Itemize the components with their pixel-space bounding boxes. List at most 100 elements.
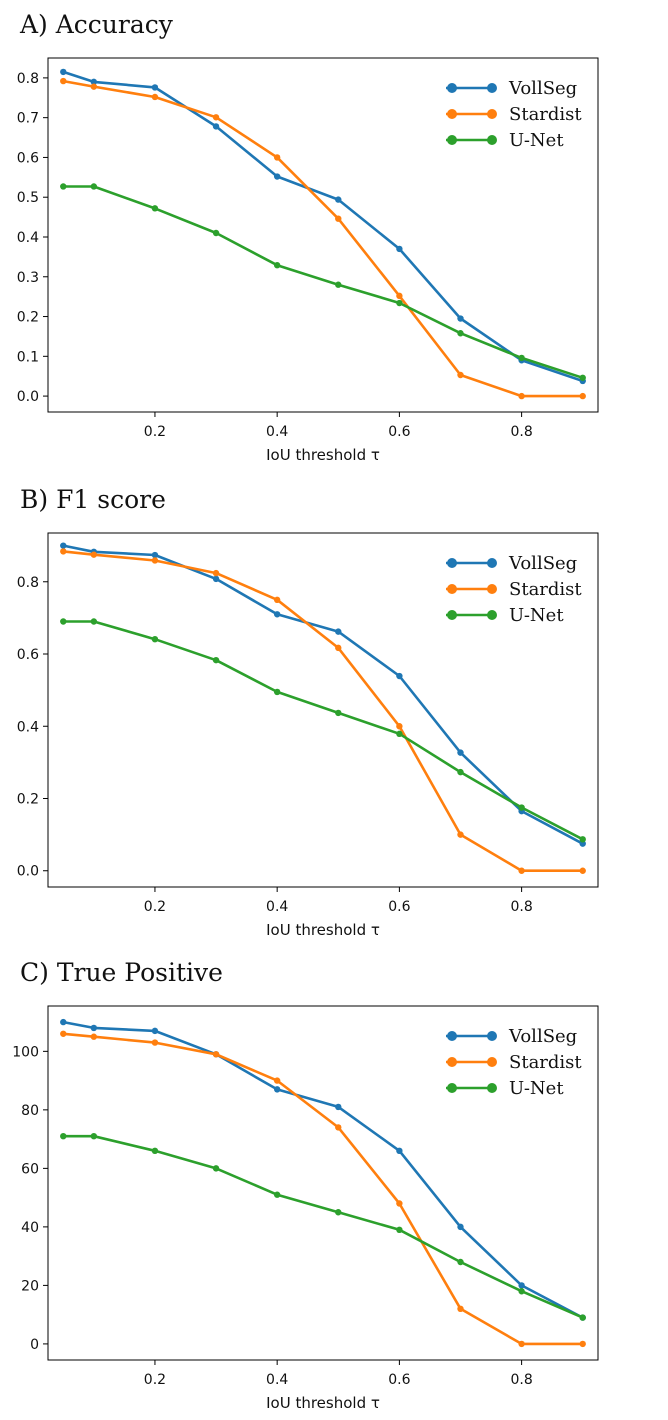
data-point xyxy=(60,1018,67,1026)
data-point xyxy=(60,618,67,625)
data-point xyxy=(335,196,342,203)
data-point xyxy=(457,831,464,838)
y-tick-label: 0.7 xyxy=(17,111,39,127)
data-point xyxy=(151,93,159,101)
data-point xyxy=(90,1132,98,1140)
legend-marker xyxy=(447,1083,457,1093)
legend-marker xyxy=(447,109,457,119)
data-point xyxy=(579,374,586,381)
legend-marker xyxy=(447,610,457,620)
chart-plot: 0 20 40 60 80 100 0.2 0.4 0.6 0.8 IoU threshold τ V… xyxy=(12,1005,599,1412)
legend-marker xyxy=(487,1057,497,1067)
x-tick-label: 0.8 xyxy=(510,1372,532,1388)
data-point xyxy=(273,1086,281,1093)
series-line-u-net xyxy=(63,620,584,841)
legend-label: U-Net xyxy=(509,130,564,151)
legend-marker xyxy=(487,584,497,594)
y-tick-label: 0.3 xyxy=(17,270,39,286)
data-point xyxy=(335,628,342,635)
x-tick-label: 0.8 xyxy=(510,424,532,440)
data-point xyxy=(212,656,220,664)
data-point xyxy=(273,611,281,618)
data-point xyxy=(273,596,281,604)
data-point xyxy=(457,315,464,322)
data-point xyxy=(579,1314,586,1321)
legend-marker xyxy=(447,1057,457,1067)
legend-marker xyxy=(487,83,497,93)
data-point xyxy=(151,551,159,559)
data-point xyxy=(579,392,586,400)
data-point xyxy=(335,281,342,288)
chart-panel-accuracy: A) Accuracy 0.0 0.1 0.2 0.3 0.4 0.5 0.6 0.7 0.8 0… xyxy=(0,0,668,470)
data-point xyxy=(212,569,220,577)
data-point xyxy=(273,688,281,696)
legend-marker xyxy=(487,1031,497,1041)
y-tick-label: 0.6 xyxy=(17,150,39,166)
legend-marker xyxy=(487,1083,497,1093)
data-point xyxy=(396,1226,403,1234)
data-point xyxy=(212,575,220,583)
data-point xyxy=(579,1340,586,1348)
data-point xyxy=(457,1305,464,1313)
chart-panel-true-positive: C) True Positive 0 20 40 60 80 100 0.2 0.4 0.6 0.… xyxy=(0,948,668,1418)
data-point xyxy=(60,77,67,85)
data-point xyxy=(396,723,403,730)
legend-label: Stardist xyxy=(509,579,582,600)
y-tick-label: 80 xyxy=(21,1103,39,1119)
axes-frame xyxy=(47,57,599,413)
y-tick-label: 0.4 xyxy=(17,719,39,735)
y-tick-label: 40 xyxy=(21,1220,39,1236)
y-tick-label: 100 xyxy=(12,1044,39,1060)
x-tick-label: 0.6 xyxy=(388,1372,410,1388)
data-point xyxy=(151,1027,159,1035)
legend-label: VollSeg xyxy=(508,78,577,99)
legend-label: U-Net xyxy=(509,1078,564,1099)
x-tick-label: 0.4 xyxy=(266,424,288,440)
data-point xyxy=(335,1103,342,1111)
x-tick-label: 0.8 xyxy=(510,899,532,915)
x-axis-label: IoU threshold τ xyxy=(266,921,380,939)
x-axis-label: IoU threshold τ xyxy=(266,1394,380,1412)
data-point xyxy=(60,548,67,555)
data-point xyxy=(90,78,98,86)
x-tick-label: 0.4 xyxy=(266,899,288,915)
y-tick-label: 0.6 xyxy=(17,647,39,663)
legend-label: VollSeg xyxy=(508,1026,577,1047)
legend-label: U-Net xyxy=(509,605,564,626)
x-tick-label: 0.2 xyxy=(144,1372,166,1388)
data-point xyxy=(60,542,67,549)
data-point xyxy=(457,768,464,776)
data-point xyxy=(273,154,281,161)
data-point xyxy=(273,262,281,269)
data-point xyxy=(579,836,586,843)
data-point xyxy=(518,1340,525,1348)
y-tick-label: 0.8 xyxy=(17,71,39,87)
data-point xyxy=(212,229,220,237)
data-point xyxy=(60,68,67,76)
data-point xyxy=(90,618,98,625)
chart-title: A) Accuracy xyxy=(20,10,173,39)
data-point xyxy=(212,114,220,121)
series-line-vollseg xyxy=(63,1020,584,1319)
legend-marker xyxy=(447,1031,457,1041)
legend-marker xyxy=(447,558,457,568)
data-point xyxy=(90,551,98,558)
series-line-u-net xyxy=(63,1134,584,1319)
x-tick-label: 0.2 xyxy=(144,424,166,440)
data-point xyxy=(518,1282,525,1289)
data-point xyxy=(518,804,525,811)
data-point xyxy=(579,867,586,874)
legend-marker xyxy=(487,135,497,145)
data-point xyxy=(151,1147,159,1155)
data-point xyxy=(518,1288,525,1295)
y-tick-label: 0.2 xyxy=(17,792,39,808)
data-point xyxy=(518,392,525,400)
chart-title: C) True Positive xyxy=(20,958,223,987)
data-point xyxy=(151,84,159,91)
data-point xyxy=(151,557,159,564)
axes-frame xyxy=(47,1005,599,1361)
legend-marker xyxy=(447,584,457,594)
y-tick-label: 0 xyxy=(30,1337,39,1353)
data-point xyxy=(335,1124,342,1131)
legend-marker xyxy=(447,135,457,145)
